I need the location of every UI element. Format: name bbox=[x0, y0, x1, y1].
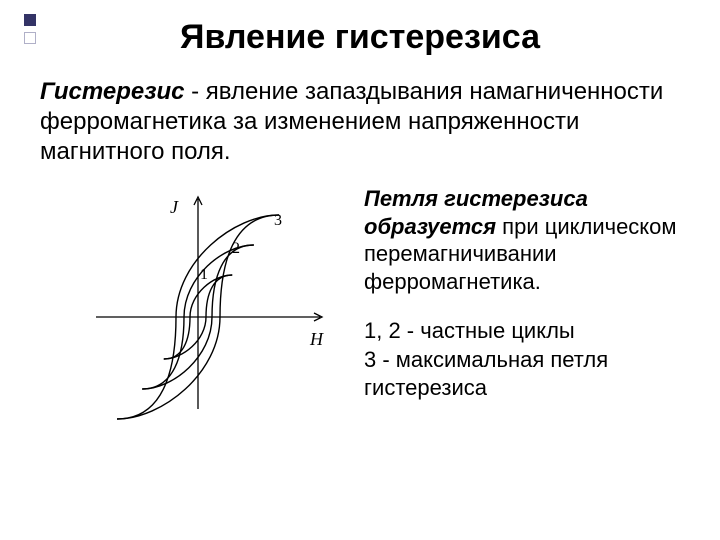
loop-paragraph: Петля гистерезиса образуется при цикличе… bbox=[364, 185, 680, 295]
legend: 1, 2 - частные циклы 3 - максимальная пе… bbox=[364, 317, 680, 403]
term: Гистерезис bbox=[40, 78, 184, 105]
svg-text:H: H bbox=[309, 329, 324, 349]
svg-text:2: 2 bbox=[232, 240, 240, 257]
legend-line-1: 1, 2 - частные циклы bbox=[364, 317, 680, 346]
content-row: J H 1 2 3 Петля гистерезиса образуется при ц… bbox=[40, 181, 680, 432]
hysteresis-diagram: J H 1 2 3 bbox=[80, 187, 340, 432]
slide-title: Явление гистерезиса bbox=[40, 18, 680, 57]
right-column: Петля гистерезиса образуется при цикличе… bbox=[340, 181, 680, 403]
hysteresis-svg: J H 1 2 3 bbox=[80, 187, 340, 427]
bullet-square-icon bbox=[24, 14, 36, 26]
svg-text:3: 3 bbox=[274, 212, 282, 229]
definition-paragraph: Гистерезис - явление запаздывания намагн… bbox=[40, 77, 680, 167]
svg-text:J: J bbox=[170, 197, 179, 217]
slide: Явление гистерезиса Гистерезис - явление… bbox=[0, 0, 720, 540]
decorative-bullets bbox=[24, 14, 36, 50]
bullet-square-icon bbox=[24, 32, 36, 44]
svg-text:1: 1 bbox=[200, 266, 208, 283]
legend-line-2: 3 - максимальная петля гистерезиса bbox=[364, 346, 680, 403]
